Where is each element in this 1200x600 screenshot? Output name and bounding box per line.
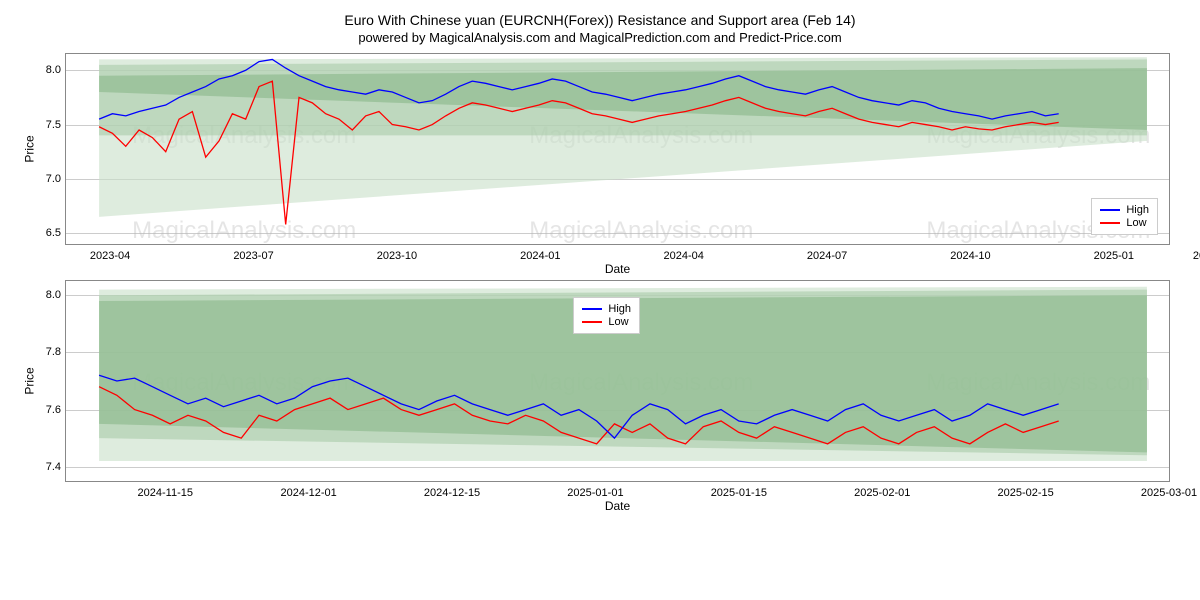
x-tick-label: 2025-02-01 xyxy=(854,487,910,499)
chart-title: Euro With Chinese yuan (EURCNH(Forex)) R… xyxy=(10,12,1190,28)
legend-label: Low xyxy=(608,316,628,328)
legend-item: High xyxy=(1100,204,1149,216)
legend-item: Low xyxy=(582,316,631,328)
y-tick-label: 8.0 xyxy=(21,289,61,301)
y-axis-label: Price xyxy=(23,135,37,162)
x-tick-label: 2024-04 xyxy=(663,250,703,262)
x-tick-label: 2024-11-15 xyxy=(138,487,193,499)
y-tick-label: 8.0 xyxy=(21,64,61,76)
y-tick-label: 7.5 xyxy=(21,119,61,131)
x-tick-label: 2025-01-15 xyxy=(711,487,767,499)
legend-label: Low xyxy=(1126,217,1146,229)
x-tick-label: 2023-04 xyxy=(90,250,130,262)
x-tick-label: 2023-10 xyxy=(377,250,417,262)
legend-swatch xyxy=(582,308,602,310)
chart-legend: HighLow xyxy=(1091,198,1158,235)
y-tick-label: 7.0 xyxy=(21,173,61,185)
y-tick-label: 7.8 xyxy=(21,346,61,358)
x-tick-label: 2024-12-01 xyxy=(281,487,337,499)
plot-area xyxy=(66,54,1169,244)
x-axis-label: Date xyxy=(605,499,630,513)
x-tick-label: 2025-02-15 xyxy=(997,487,1053,499)
legend-swatch xyxy=(1100,209,1120,211)
x-tick-label: 2025-03-01 xyxy=(1141,487,1197,499)
chart-legend: HighLow xyxy=(573,297,640,334)
chart-top: Price Date 6.57.07.58.02023-042023-07202… xyxy=(65,53,1170,245)
legend-label: High xyxy=(608,303,631,315)
x-tick-label: 2024-01 xyxy=(520,250,560,262)
x-tick-label: 2025-01 xyxy=(1094,250,1134,262)
x-tick-label: 2024-07 xyxy=(807,250,847,262)
chart-bottom: Price Date 7.47.67.88.02024-11-152024-12… xyxy=(65,280,1170,482)
chart-subtitle: powered by MagicalAnalysis.com and Magic… xyxy=(10,30,1190,45)
legend-swatch xyxy=(582,321,602,323)
y-tick-label: 7.6 xyxy=(21,404,61,416)
legend-swatch xyxy=(1100,222,1120,224)
x-tick-label: 2024-10 xyxy=(950,250,990,262)
x-tick-label: 2024-12-15 xyxy=(424,487,480,499)
y-axis-label: Price xyxy=(23,367,37,394)
y-tick-label: 7.4 xyxy=(21,461,61,473)
legend-item: Low xyxy=(1100,217,1149,229)
legend-item: High xyxy=(582,303,631,315)
x-axis-label: Date xyxy=(605,262,630,276)
y-tick-label: 6.5 xyxy=(21,227,61,239)
x-tick-label: 2025-04 xyxy=(1193,250,1200,262)
legend-label: High xyxy=(1126,204,1149,216)
x-tick-label: 2023-07 xyxy=(233,250,273,262)
x-tick-label: 2025-01-01 xyxy=(567,487,623,499)
